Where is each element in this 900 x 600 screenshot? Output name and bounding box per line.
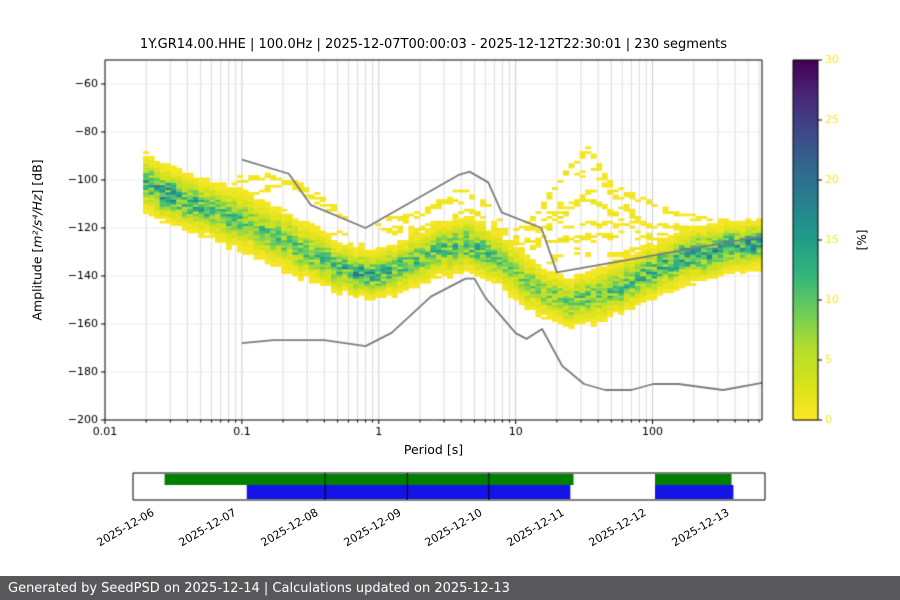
plot-title: 1Y.GR14.00.HHE | 100.0Hz | 2025-12-07T00… — [139, 37, 728, 52]
status-bar: Generated by SeedPSD on 2025-12-14 | Cal… — [0, 576, 900, 600]
x-axis-label: Period [s] — [403, 442, 464, 457]
colorbar-label: [%] — [855, 229, 869, 251]
status-bar-text: Generated by SeedPSD on 2025-12-14 | Cal… — [8, 580, 510, 596]
ppsd-plot-canvas — [0, 0, 900, 575]
y-axis-label-units: m²/s⁴/Hz — [29, 194, 45, 248]
y-axis-label: Amplitude [m²/s⁴/Hz] [dB] — [30, 159, 45, 320]
y-axis-label-post: ] [dB] — [29, 159, 45, 195]
y-axis-label-pre: Amplitude [ — [29, 247, 45, 321]
